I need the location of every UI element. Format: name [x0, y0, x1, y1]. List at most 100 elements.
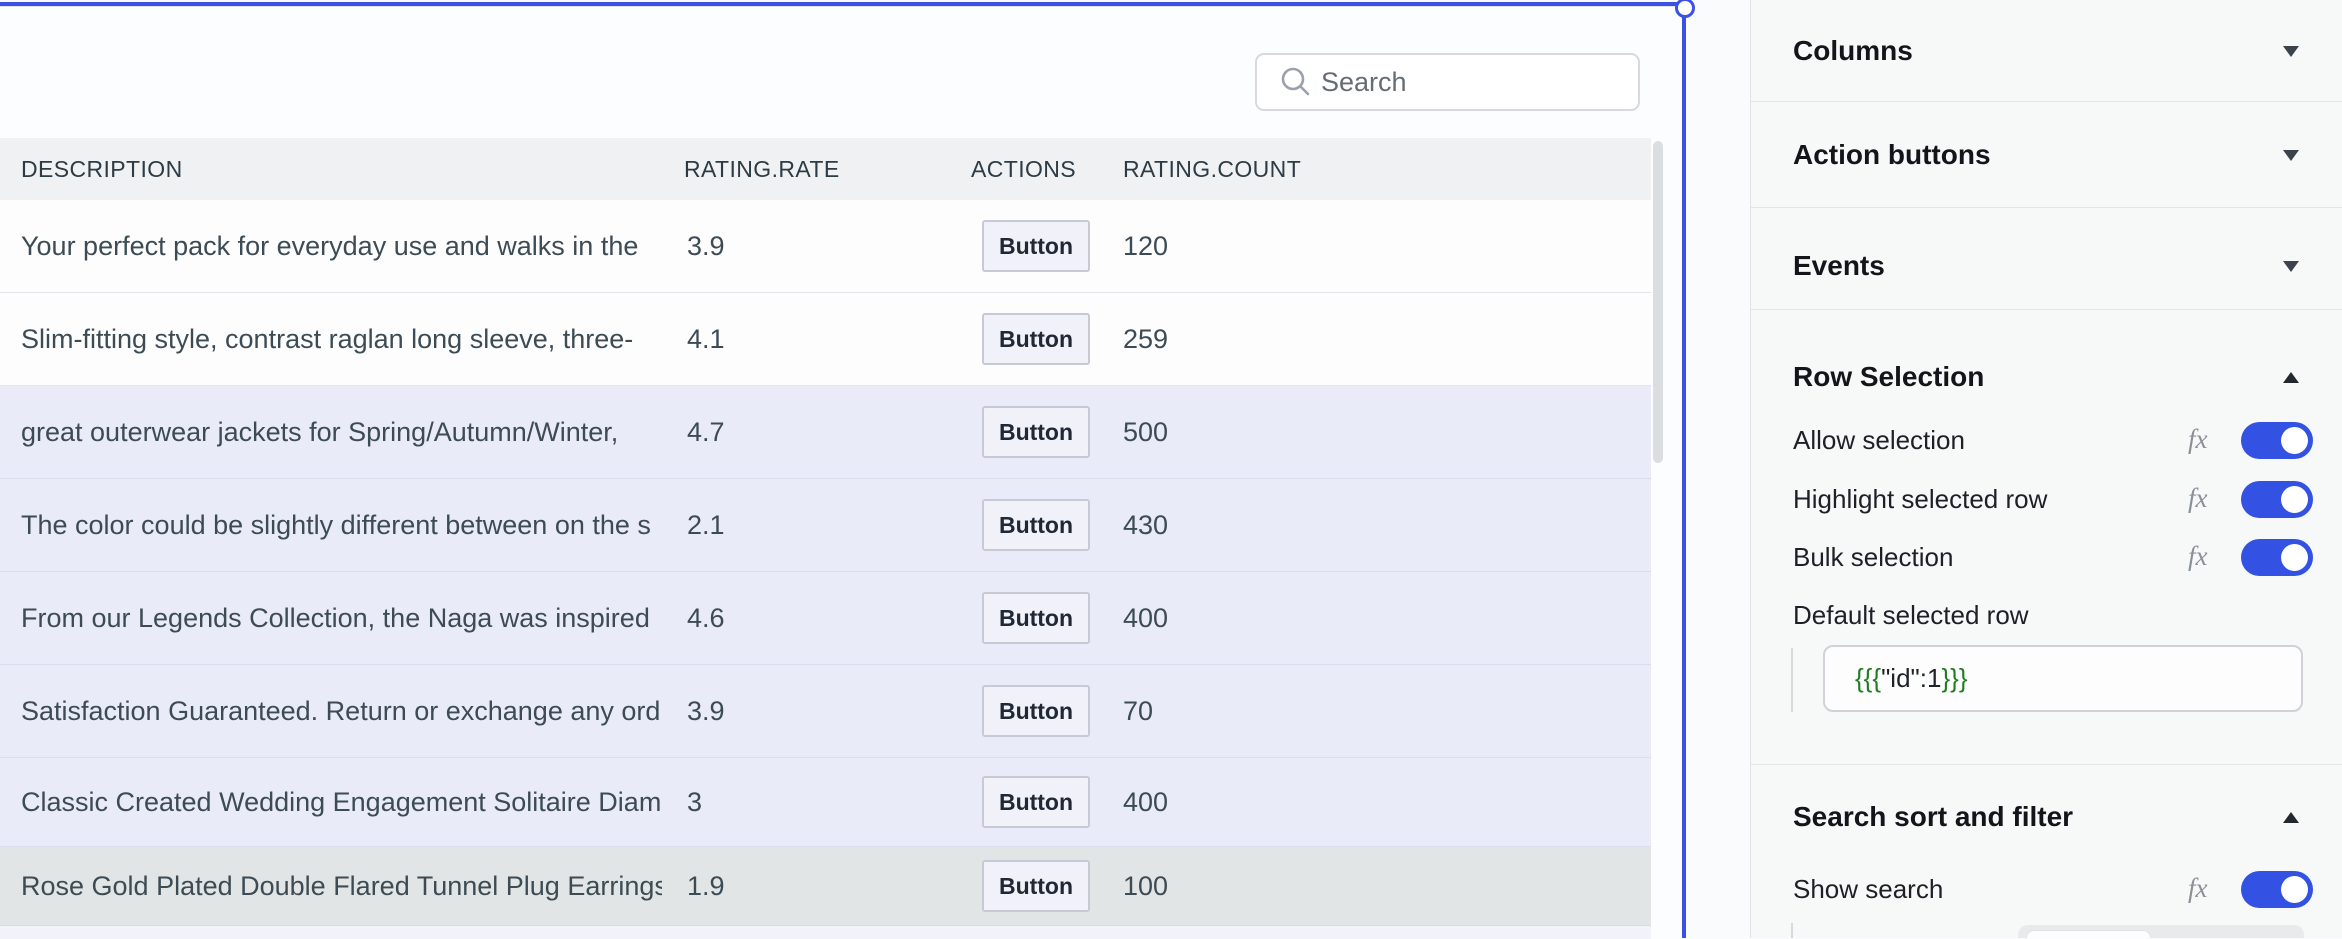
- chevron-down-icon: [2283, 45, 2299, 57]
- section-columns: Columns: [1751, 0, 2342, 102]
- widget-resize-handle[interactable]: [1675, 0, 1695, 18]
- cell-count: 400: [1123, 602, 1169, 633]
- toggle-knob: [2281, 427, 2308, 454]
- cell-count: 500: [1123, 416, 1169, 447]
- bulk-selection-toggle[interactable]: [2241, 539, 2313, 576]
- cell-rate: 3.9: [687, 695, 725, 726]
- show-search-toggle[interactable]: [2241, 871, 2313, 908]
- fx-icon[interactable]: fx: [2188, 541, 2208, 571]
- toggle-knob: [2281, 544, 2308, 571]
- section-columns-header[interactable]: Columns: [1751, 31, 2342, 71]
- cell-rate: 2.1: [687, 509, 725, 540]
- row-action-button[interactable]: Button: [982, 406, 1090, 458]
- fx-icon[interactable]: fx: [2188, 483, 2208, 513]
- table-row[interactable]: great outerwear jackets for Spring/Autum…: [0, 386, 1651, 479]
- cell-description: From our Legends Collection, the Naga wa…: [21, 602, 650, 633]
- property-default-selected-row: Default selected row: [1751, 595, 2342, 635]
- cell-count: 120: [1123, 230, 1169, 261]
- column-header-rating-count[interactable]: RATING.COUNT: [1123, 155, 1302, 182]
- section-events-header[interactable]: Events: [1751, 246, 2342, 286]
- row-action-button[interactable]: Button: [982, 313, 1090, 365]
- row-action-button[interactable]: Button: [982, 776, 1090, 828]
- column-header-description[interactable]: DESCRIPTION: [21, 155, 183, 182]
- widget-selection-border-top: [0, 2, 1689, 6]
- section-action-buttons: Action buttons: [1751, 102, 2342, 208]
- table-row[interactable]: The color could be slightly different be…: [0, 479, 1651, 572]
- table-row[interactable]: Classic Created Wedding Engagement Solit…: [0, 758, 1651, 847]
- cell-count: 70: [1123, 695, 1154, 726]
- cell-description: Your perfect pack for everyday use and w…: [21, 230, 639, 261]
- property-label: Bulk selection: [1793, 541, 1954, 572]
- table-scrollbar-thumb[interactable]: [1653, 141, 1663, 463]
- chevron-up-icon: [2283, 371, 2299, 383]
- property-show-search: Show search fx: [1751, 869, 2342, 909]
- chevron-up-icon: [2283, 811, 2299, 823]
- section-action-buttons-header[interactable]: Action buttons: [1751, 135, 2342, 175]
- property-label: Default selected row: [1793, 599, 2029, 630]
- cell-actions: Button: [982, 386, 1090, 478]
- cell-rate: 3.9: [687, 230, 725, 261]
- widget-selection-border-right: [1682, 2, 1686, 938]
- section-title: Action buttons: [1793, 139, 1991, 170]
- section-title: Search sort and filter: [1793, 801, 2074, 832]
- table-row[interactable]: Your perfect pack for everyday use and w…: [0, 200, 1651, 293]
- row-action-button[interactable]: Button: [982, 220, 1090, 272]
- search-icon: [1281, 67, 1310, 96]
- table-row[interactable]: Slim-fitting style, contrast raglan long…: [0, 293, 1651, 386]
- column-header-actions[interactable]: ACTIONS: [971, 155, 1077, 182]
- row-action-button[interactable]: Button: [982, 685, 1090, 737]
- property-bulk-selection: Bulk selection fx: [1751, 537, 2342, 577]
- column-header-rating-rate[interactable]: RATING.RATE: [684, 155, 840, 182]
- default-selected-row-input[interactable]: {{{"id":1}}}: [1823, 645, 2303, 712]
- allow-selection-toggle[interactable]: [2241, 422, 2313, 459]
- section-title: Events: [1793, 250, 1885, 281]
- section-search-sort-filter-header[interactable]: Search sort and filter: [1751, 797, 2342, 837]
- cell-actions: Button: [982, 200, 1090, 292]
- cell-count: 430: [1123, 509, 1169, 540]
- code-braces-open: {{{: [1855, 663, 1882, 693]
- table-row[interactable]: Rose Gold Plated Double Flared Tunnel Pl…: [0, 847, 1651, 926]
- section-row-selection-header[interactable]: Row Selection: [1751, 357, 2342, 397]
- table-row-partial[interactable]: [0, 926, 1651, 939]
- cell-description: Rose Gold Plated Double Flared Tunnel Pl…: [21, 870, 662, 901]
- search-input[interactable]: Search: [1321, 66, 1407, 97]
- cell-description: Classic Created Wedding Engagement Solit…: [21, 786, 662, 817]
- cell-actions: Button: [982, 758, 1090, 846]
- cell-description: Slim-fitting style, contrast raglan long…: [21, 323, 634, 354]
- cell-rate: 4.1: [687, 323, 725, 354]
- property-highlight-selected-row: Highlight selected row fx: [1751, 479, 2342, 519]
- fx-icon[interactable]: fx: [2188, 424, 2208, 454]
- cell-rate: 3: [687, 786, 703, 817]
- row-action-button[interactable]: Button: [982, 499, 1090, 551]
- fx-icon[interactable]: fx: [2188, 873, 2208, 903]
- table-row[interactable]: From our Legends Collection, the Naga wa…: [0, 572, 1651, 665]
- property-allow-selection: Allow selection fx: [1751, 420, 2342, 460]
- cell-count: 100: [1123, 870, 1169, 901]
- cell-actions: Button: [982, 293, 1090, 385]
- segmented-control[interactable]: [2018, 925, 2304, 938]
- section-events: Events: [1751, 208, 2342, 310]
- highlight-selected-row-toggle[interactable]: [2241, 481, 2313, 518]
- code-braces-close: }}}: [1941, 663, 1968, 693]
- chevron-down-icon: [2283, 149, 2299, 161]
- table-widget[interactable]: Search DESCRIPTION RATING.RATE ACTIONS R…: [0, 6, 1682, 939]
- cell-actions: Button: [982, 479, 1090, 571]
- cell-rate: 4.6: [687, 602, 725, 633]
- cell-rate: 4.7: [687, 416, 725, 447]
- row-action-button[interactable]: Button: [982, 860, 1090, 912]
- cell-description: The color could be slightly different be…: [21, 509, 651, 540]
- section-search-sort-filter: Search sort and filter Show search fx: [1751, 765, 2342, 938]
- table-body: Your perfect pack for everyday use and w…: [0, 200, 1651, 939]
- toggle-knob: [2281, 486, 2308, 513]
- row-action-button[interactable]: Button: [982, 592, 1090, 644]
- chevron-down-icon: [2283, 260, 2299, 272]
- section-title: Columns: [1793, 35, 1913, 66]
- property-panel: Columns Action buttons Events Row Select…: [1750, 0, 2342, 938]
- table-search-box[interactable]: Search: [1255, 53, 1640, 111]
- table-row[interactable]: Satisfaction Guaranteed. Return or excha…: [0, 665, 1651, 758]
- property-label: Show search: [1793, 873, 1944, 904]
- property-label: Allow selection: [1793, 424, 1965, 455]
- segmented-control-selected[interactable]: [2026, 930, 2151, 938]
- section-title: Row Selection: [1793, 361, 1985, 392]
- cell-count: 259: [1123, 323, 1169, 354]
